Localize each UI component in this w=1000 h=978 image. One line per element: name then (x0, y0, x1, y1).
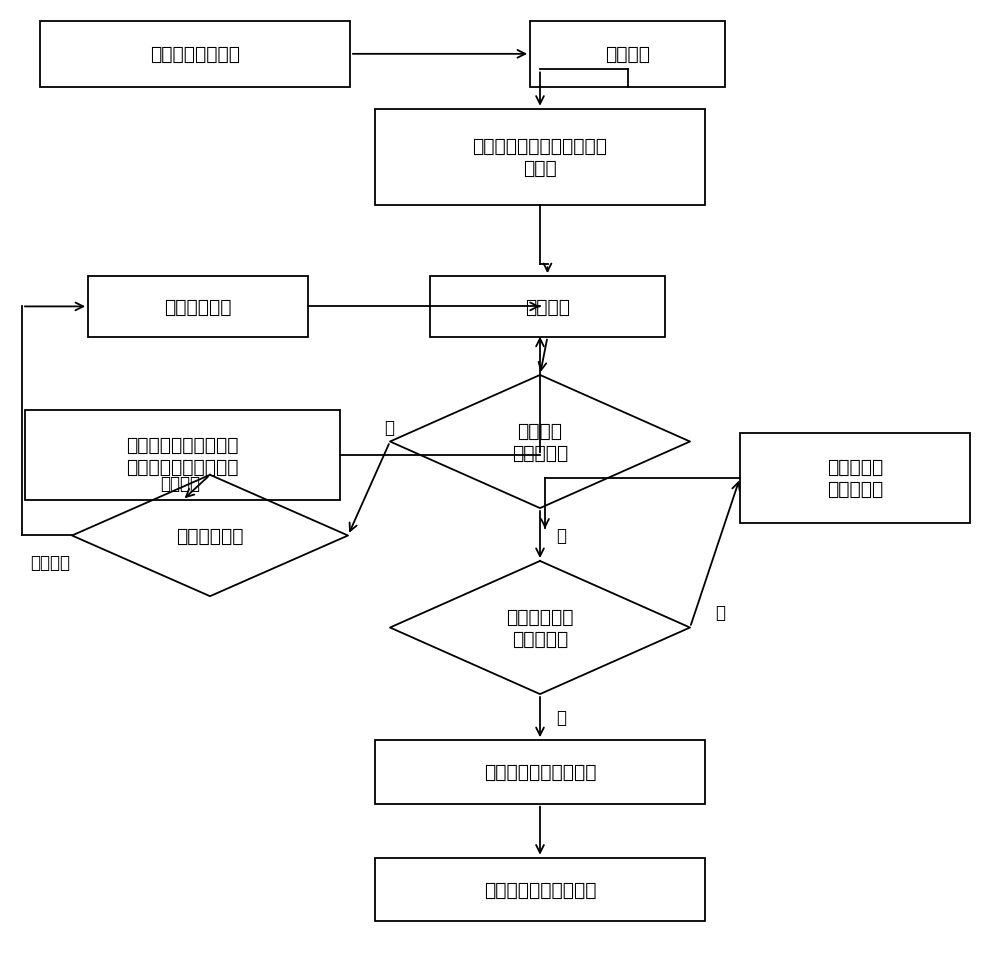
Bar (25, 411, 340, 501)
Text: 满足实验
有效性判据: 满足实验 有效性判据 (512, 422, 568, 463)
Text: 修正实验设计: 修正实验设计 (164, 297, 232, 317)
Text: 开展实验: 开展实验 (525, 297, 570, 317)
Bar (375, 858, 705, 921)
Bar (88, 277, 308, 337)
Text: 分析误差来源: 分析误差来源 (176, 526, 244, 546)
Text: 羽流效应分析任务: 羽流效应分析任务 (150, 45, 240, 65)
Text: 否: 否 (715, 603, 725, 621)
Text: 获得羽流效应评估结果: 获得羽流效应评估结果 (484, 880, 596, 899)
Bar (375, 740, 705, 804)
Text: 检查建模不合理因素，
修证俯真模型重新计算: 检查建模不合理因素， 修证俯真模型重新计算 (126, 435, 239, 476)
Text: 开展所有工况精细俯真: 开展所有工况精细俯真 (484, 763, 596, 781)
Text: 俯真问题: 俯真问题 (160, 474, 200, 492)
Text: 是: 是 (556, 526, 566, 544)
Text: 实验问题: 实验问题 (30, 554, 70, 571)
Bar (740, 433, 970, 523)
Bar (375, 110, 705, 205)
Bar (530, 22, 725, 88)
Bar (40, 22, 350, 88)
Text: 修正俯真模
型重新计算: 修正俯真模 型重新计算 (827, 458, 883, 499)
Text: 否: 否 (384, 419, 394, 436)
Text: 是: 是 (556, 708, 566, 727)
Text: 初步俯真: 初步俯真 (605, 45, 650, 65)
Text: 确定典型实验工况及关键测
量参数: 确定典型实验工况及关键测 量参数 (473, 137, 608, 178)
Bar (430, 277, 665, 337)
Text: 满足俯真方法
有效性判据: 满足俯真方法 有效性判据 (506, 607, 574, 648)
